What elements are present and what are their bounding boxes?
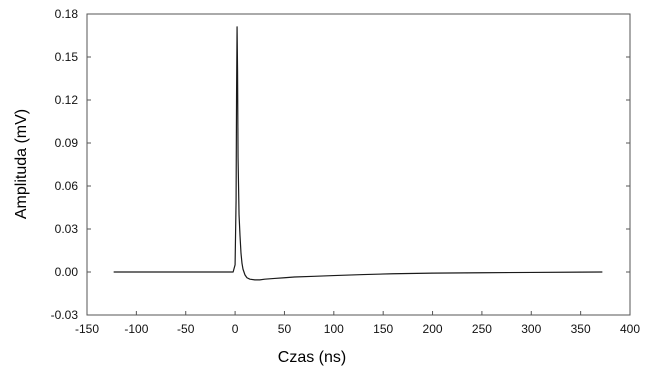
- x-tick-label: 0: [232, 322, 239, 336]
- x-tick-label: 150: [373, 322, 393, 336]
- y-tick-label: 0.18: [55, 7, 79, 21]
- y-tick-label: 0.12: [55, 93, 79, 107]
- x-tick-label: -150: [75, 322, 99, 336]
- x-tick-label: 300: [521, 322, 541, 336]
- series-layer: [113, 26, 603, 281]
- x-tick-label: 400: [620, 322, 640, 336]
- y-tick-label: 0.06: [55, 179, 79, 193]
- plot-frame: [86, 13, 631, 316]
- x-tick-label: 250: [472, 322, 492, 336]
- x-tick-label: 50: [278, 322, 292, 336]
- series-line: [113, 26, 603, 281]
- x-tick-label: 200: [423, 322, 443, 336]
- y-axis-title: Amplituda (mV): [13, 109, 30, 219]
- x-axis-title: Czas (ns): [278, 349, 346, 366]
- x-tick-label: -50: [177, 322, 195, 336]
- y-tick-label: -0.03: [51, 308, 79, 322]
- y-tick-label: 0.15: [55, 50, 79, 64]
- y-tick-label: 0.09: [55, 136, 79, 150]
- x-tick-label: -100: [124, 322, 148, 336]
- x-tick-label: 100: [324, 322, 344, 336]
- ticks-layer: -150 -100 -50 0 50 100 150 200 250 300 350 400 -0.03…: [51, 7, 641, 336]
- y-tick-label: 0.00: [55, 265, 79, 279]
- y-tick-label: 0.03: [55, 222, 79, 236]
- x-tick-label: 350: [571, 322, 591, 336]
